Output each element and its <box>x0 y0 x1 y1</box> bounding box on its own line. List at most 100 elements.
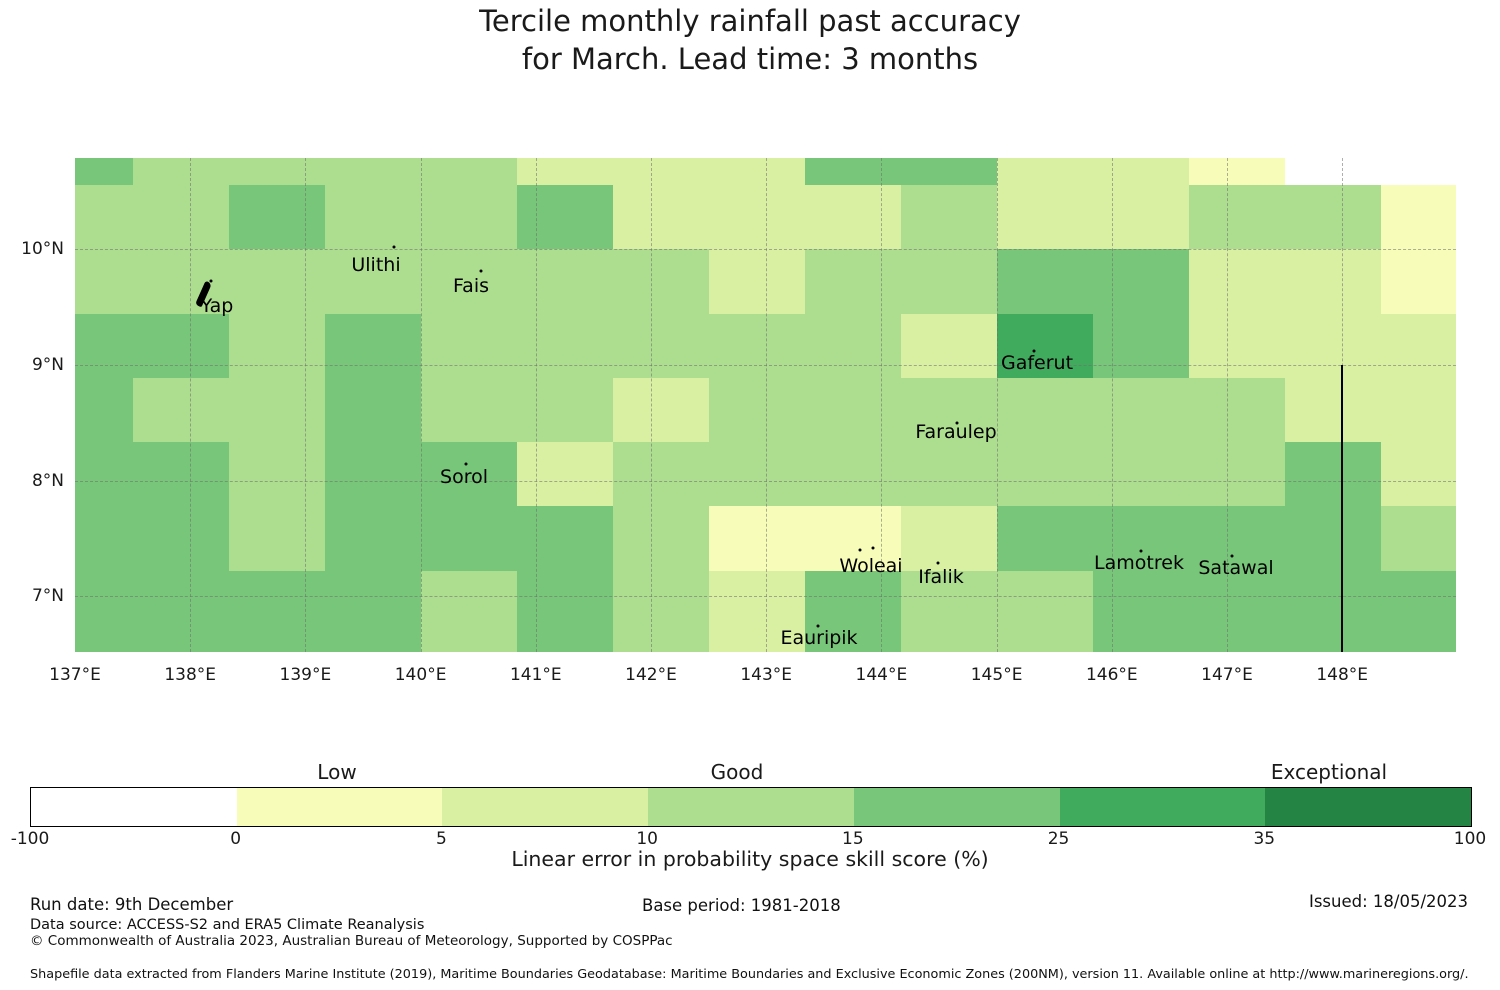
map-cell <box>900 158 997 185</box>
map-cell <box>324 442 421 507</box>
map-cell <box>516 313 613 378</box>
map-cell <box>132 184 229 250</box>
map-cell <box>804 442 901 507</box>
x-tick-label: 145°E <box>970 665 1023 685</box>
colorbar-segment <box>31 788 237 826</box>
map-cell <box>228 634 325 653</box>
map-cell <box>612 249 709 314</box>
map-cell <box>516 634 613 653</box>
graticule-meridian <box>305 158 307 652</box>
colorbar-tick-label: 25 <box>1047 829 1070 849</box>
map-cell <box>420 184 517 250</box>
map-cell <box>75 158 133 185</box>
footer-data-source: Data source: ACCESS-S2 and ERA5 Climate … <box>30 917 425 933</box>
map-cell <box>1092 570 1189 635</box>
map-cell <box>1092 506 1189 571</box>
island-label: Eauripik <box>780 627 858 649</box>
map-cell <box>1284 377 1381 443</box>
map-cell <box>228 313 325 378</box>
map-cell <box>420 377 517 443</box>
map-cell <box>324 249 421 314</box>
map-cell <box>996 634 1093 653</box>
graticule-meridian <box>1111 158 1113 652</box>
map-cell <box>612 506 709 571</box>
graticule-meridian <box>1227 158 1228 652</box>
colorbar-tier-label: Exceptional <box>1270 760 1388 784</box>
map-cell <box>1284 634 1381 653</box>
map-cell <box>1380 506 1457 571</box>
map-cell <box>1380 442 1457 507</box>
map-cell <box>516 377 613 443</box>
eez-boundary-line <box>1341 365 1343 652</box>
island-marker-dot <box>1032 349 1036 353</box>
map-cell <box>132 634 229 653</box>
map-cell <box>1188 184 1285 250</box>
map-cell <box>420 313 517 378</box>
map-cell <box>1188 313 1285 378</box>
map-cell <box>612 313 709 378</box>
map-cell <box>228 570 325 635</box>
island-label: Woleai <box>839 555 903 577</box>
map-cell <box>516 570 613 635</box>
island-label: Lamotrek <box>1094 552 1184 574</box>
map-cell <box>708 570 805 635</box>
map-cell <box>75 184 133 250</box>
map-cell <box>1092 184 1189 250</box>
footer-issued: Issued: 18/05/2023 <box>1308 892 1468 911</box>
map-cell <box>804 313 901 378</box>
map-cell <box>420 442 517 507</box>
island-label: Faraulep <box>915 421 997 443</box>
graticule-meridian <box>651 158 652 652</box>
map-cell <box>804 634 901 653</box>
map-cell <box>75 634 133 653</box>
graticule-meridian <box>766 158 768 652</box>
map-cell <box>804 249 901 314</box>
map-cell <box>75 313 133 378</box>
map-cell <box>1380 158 1457 185</box>
colorbar-tick-label: 35 <box>1253 829 1276 849</box>
x-tick-label: 143°E <box>740 665 793 685</box>
map-cell <box>900 377 997 443</box>
island-marker-dot <box>392 245 396 249</box>
map-cell <box>324 377 421 443</box>
map-cell <box>996 158 1093 185</box>
graticule-meridian <box>881 158 883 652</box>
map-cell <box>708 313 805 378</box>
graticule-meridian <box>535 158 537 652</box>
y-tick-label: 7°N <box>31 586 64 607</box>
map-cell <box>612 634 709 653</box>
graticule-meridian <box>190 158 192 652</box>
map-cell <box>75 377 133 443</box>
map-cell <box>708 634 805 653</box>
colorbar-tick-label: -100 <box>10 829 50 849</box>
map-cell <box>900 442 997 507</box>
map-cell <box>75 442 133 507</box>
map-plot-area: Yap Ulithi Fais Gaferut Faraulep Sorol Woleai I… <box>75 158 1457 653</box>
map-cell <box>996 570 1093 635</box>
footer-run-date: Run date: 9th December <box>30 895 234 914</box>
colorbar-tick-label: 5 <box>436 829 447 849</box>
map-cell <box>1188 442 1285 507</box>
island-label: Gaferut <box>1000 352 1074 374</box>
island-marker-dot <box>1139 549 1143 553</box>
colorbar-segment <box>442 788 649 826</box>
map-cell <box>324 570 421 635</box>
map-cell <box>996 184 1093 250</box>
map-cell <box>900 249 997 314</box>
map-cell <box>132 158 229 185</box>
map-cell <box>1188 377 1285 443</box>
map-cell <box>612 184 709 250</box>
colorbar-segment <box>648 788 854 826</box>
x-tick-label: 146°E <box>1085 665 1138 685</box>
map-cell <box>420 158 517 185</box>
x-tick-label: 141°E <box>509 665 562 685</box>
y-tick-label: 8°N <box>31 470 64 491</box>
map-cell <box>1092 249 1189 314</box>
map-cell <box>1092 158 1189 185</box>
colorbar-tick-label: 10 <box>636 829 658 849</box>
colorbar-segment <box>1059 788 1266 826</box>
x-tick-label: 142°E <box>625 665 677 685</box>
map-cell <box>516 249 613 314</box>
map-cell <box>228 377 325 443</box>
